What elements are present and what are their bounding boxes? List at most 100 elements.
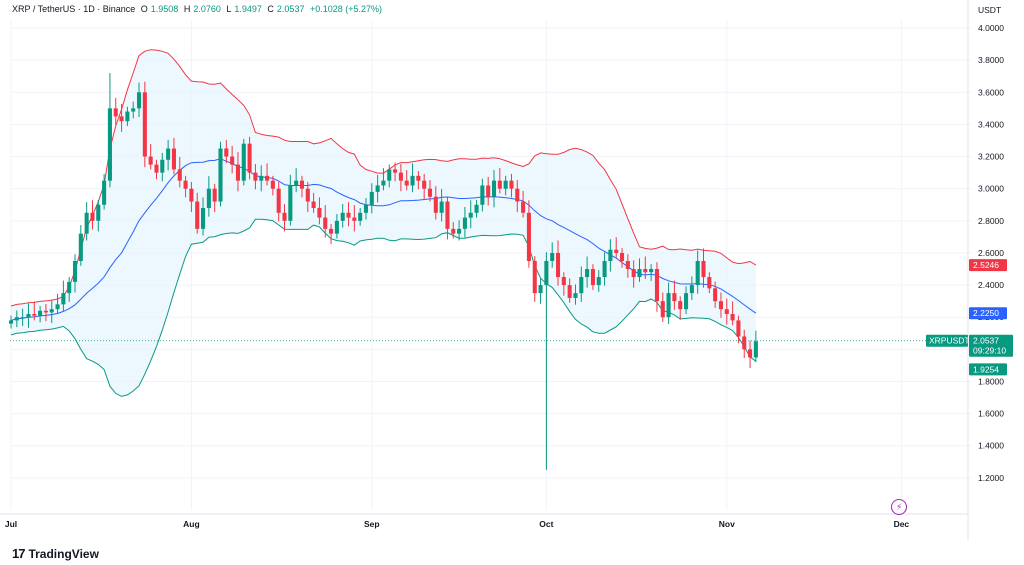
candle-body — [544, 260, 549, 286]
candle-body — [323, 217, 328, 229]
candle-body — [736, 320, 741, 337]
last-price-tag-bg — [969, 334, 1013, 357]
basis-tag-bg — [969, 307, 1007, 320]
candle-body — [643, 269, 648, 273]
candle-body — [660, 301, 665, 318]
candle-body — [311, 201, 316, 208]
candle-body — [247, 143, 252, 173]
candle-body — [49, 309, 54, 313]
candle-body — [43, 310, 48, 313]
candle-body — [14, 317, 19, 321]
candle-body — [678, 301, 683, 310]
candle-body — [742, 336, 747, 350]
y-tick-label: 3.8000 — [978, 55, 1004, 65]
candle-body — [299, 180, 305, 189]
last-price-tag: 2.0537 — [973, 336, 999, 346]
candle-body — [567, 285, 572, 298]
candle-body — [253, 172, 258, 181]
upper-band-tag-bg — [969, 259, 1007, 272]
y-tick-label: 3.6000 — [978, 87, 1004, 97]
candle-body — [125, 111, 130, 122]
high-value: 2.0760 — [193, 4, 221, 14]
lower-band-tag-bg — [969, 363, 1007, 376]
countdown-tag: 09:29:10 — [973, 346, 1006, 356]
candle-body — [142, 92, 147, 157]
candle-body — [532, 260, 537, 294]
candle-body — [521, 201, 526, 213]
candle-body — [276, 188, 281, 213]
tradingview-icon: 17 — [12, 546, 26, 561]
candle-body — [451, 228, 456, 234]
candle-body — [166, 148, 171, 160]
candle-body — [212, 188, 217, 202]
candle-body — [32, 314, 37, 316]
candle-body — [555, 252, 561, 278]
candle-body — [282, 212, 287, 221]
candle-body — [684, 293, 689, 310]
candle-body — [387, 169, 392, 181]
candle-body — [427, 188, 433, 197]
y-tick-label: 1.4000 — [978, 441, 1004, 451]
candle-body — [218, 148, 223, 202]
candle-body — [503, 180, 508, 189]
y-tick-label: 3.4000 — [978, 119, 1004, 129]
candle-body — [590, 269, 595, 286]
candle-body — [625, 260, 630, 270]
upper-band-tag: 2.5246 — [973, 260, 999, 270]
candle-body — [433, 196, 438, 213]
candle-body — [113, 108, 118, 117]
candle-body — [195, 201, 200, 229]
candle-body — [131, 108, 136, 112]
candle-body — [515, 188, 520, 202]
candle-body — [602, 260, 607, 278]
open-label: O — [140, 4, 148, 14]
lower-band-line — [10, 218, 757, 397]
y-tick-label: 1.6000 — [978, 409, 1004, 419]
candle-body — [241, 143, 246, 181]
close-value: 2.0537 — [276, 4, 305, 14]
candle-body — [102, 180, 107, 205]
symbol-tag: XRPUSDT — [929, 336, 970, 346]
candle-body — [404, 180, 409, 186]
candle-body — [509, 180, 514, 189]
x-tick-label: Jul — [5, 519, 17, 529]
candle-body — [288, 185, 293, 221]
candle-body — [393, 169, 398, 173]
candle-body — [136, 92, 142, 109]
y-tick-label: 3.2000 — [978, 152, 1004, 162]
candle-body — [753, 341, 758, 358]
candle-body — [265, 175, 270, 181]
candle-body — [20, 317, 25, 319]
candle-body — [8, 320, 14, 324]
open-value: 1.9508 — [150, 4, 179, 14]
candle-body — [457, 228, 462, 234]
candle-body — [96, 204, 101, 221]
candles — [8, 73, 758, 470]
candle-body — [224, 148, 229, 157]
symbol-title[interactable]: XRP / TetherUS · 1D · Binance — [12, 4, 136, 14]
x-tick-label: Sep — [364, 519, 380, 529]
flash-icon[interactable]: ⚡ — [891, 499, 907, 515]
change-value: +0.1028 (+5.27%) — [309, 4, 383, 14]
candle-body — [334, 220, 339, 234]
candle-body — [416, 175, 421, 181]
candle-body — [317, 207, 322, 218]
low-value: 1.9497 — [234, 4, 262, 14]
candle-body — [72, 260, 78, 282]
candle-body — [55, 304, 60, 310]
candle-body — [154, 164, 159, 173]
candle-body — [90, 212, 95, 221]
y-axis: 4.0000 3.8000 3.6000 3.4000 3.2000 3.0000 2.80… — [978, 23, 1004, 483]
candle-body — [666, 293, 671, 318]
candle-body — [637, 269, 642, 278]
candle-body — [259, 175, 264, 181]
candle-body — [329, 228, 334, 234]
y-tick-label: 1.8000 — [978, 376, 1004, 386]
candle-body — [649, 269, 654, 273]
candle-body — [305, 188, 310, 202]
y-tick-label: 2.8000 — [978, 216, 1004, 226]
candle-body — [84, 212, 89, 234]
candle-body — [230, 156, 235, 165]
